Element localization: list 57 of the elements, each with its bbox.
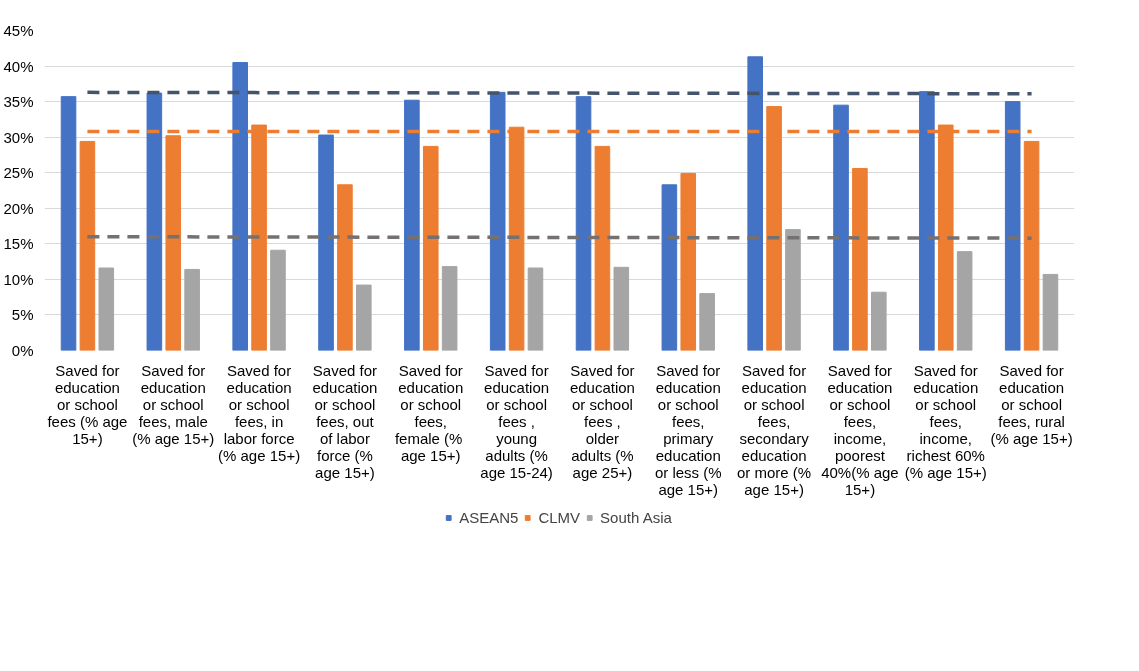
- bar: [79, 140, 96, 351]
- x-tick-label: Saved for education or school fees (% age 15+): [47, 361, 128, 447]
- bar: [1042, 273, 1059, 351]
- y-tick-label: 40%: [3, 57, 34, 75]
- bar: [785, 229, 801, 351]
- y-tick-label: 25%: [3, 164, 34, 182]
- y-tick-label: 45%: [3, 22, 34, 39]
- bar: [60, 96, 77, 351]
- x-tick-label: Saved for education or school fees, female (% age 15+): [394, 361, 464, 464]
- bar: [594, 145, 611, 351]
- bar: [747, 56, 763, 351]
- x-tick-label: Saved for education or school fees, rural (% age 15+): [990, 361, 1073, 447]
- bar: [270, 249, 286, 351]
- x-tick-label: Saved for education or school fees, income, poorest 40%(% age 15+): [821, 361, 899, 498]
- x-tick-label: Saved for education or school fees, secondary education or more (% age 15+): [736, 361, 812, 498]
- bar: [232, 62, 248, 351]
- x-tick-label: Saved for education or school fees, primary education or less (% age 15+): [654, 361, 722, 498]
- legend-label: ASEAN5: [459, 508, 519, 526]
- bar: [441, 266, 458, 351]
- bar: [404, 99, 420, 351]
- x-tick-label: Saved for education or school fees, in labor force (% age 15+): [218, 361, 301, 464]
- y-tick-label: 35%: [3, 93, 34, 111]
- y-tick-label: 15%: [3, 235, 34, 253]
- bar: [146, 92, 163, 351]
- x-tick-label: Saved for education or school fees, income, richest 60% (% age 15+): [904, 361, 987, 481]
- x-tick-label: Saved for education or school fees , older adults (% age 25+): [569, 361, 635, 481]
- y-tick-label: 5%: [11, 306, 34, 324]
- bar: [165, 135, 182, 351]
- bar: [1023, 140, 1040, 351]
- bar: [527, 267, 544, 351]
- bar: [661, 184, 678, 351]
- y-tick-label: 0%: [11, 342, 34, 359]
- legend-label: South Asia: [600, 508, 672, 526]
- bar: [613, 266, 630, 351]
- bar: [337, 184, 353, 351]
- bar: [852, 167, 868, 351]
- bar: [699, 293, 715, 351]
- bar: [833, 104, 849, 351]
- legend-label: CLMV: [538, 508, 581, 526]
- bar: [98, 267, 115, 351]
- bar: [1004, 101, 1021, 351]
- x-tick-label: Saved for education or school fees , young adults (% age 15-24): [480, 361, 553, 481]
- x-tick-label: Saved for education or school fees, male (% age 15+): [132, 361, 215, 447]
- bar: [356, 284, 372, 351]
- bar: [919, 91, 935, 351]
- bar: [575, 96, 592, 351]
- bar: [184, 268, 200, 351]
- bar: [318, 134, 334, 351]
- y-tick-label: 10%: [3, 270, 34, 288]
- y-tick-label: 20%: [3, 199, 34, 217]
- x-tick-label: Saved for education or school fees, out of labor force (% age 15+): [312, 361, 378, 481]
- bar: [422, 145, 439, 351]
- y-tick-label: 30%: [3, 128, 34, 146]
- bar: [871, 291, 887, 351]
- bar: [489, 91, 506, 351]
- bar: [956, 251, 973, 351]
- bar: [680, 172, 697, 351]
